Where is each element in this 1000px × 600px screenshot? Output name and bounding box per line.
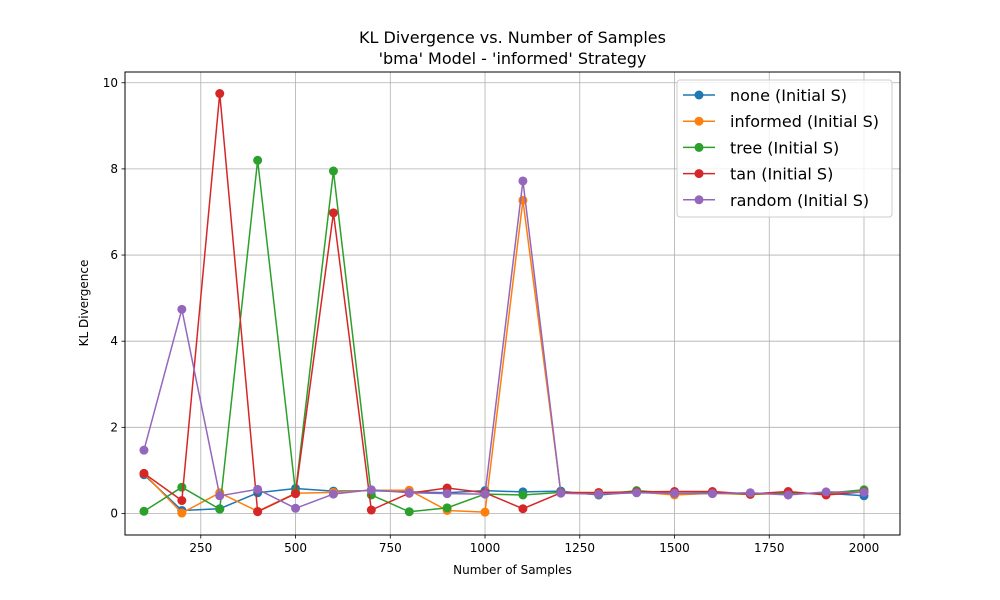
legend-item: tree (Initial S) — [683, 138, 839, 157]
series-line — [143, 180, 865, 510]
legend-item: random (Initial S) — [683, 191, 869, 210]
plot-frame — [124, 71, 901, 536]
data-point — [366, 485, 376, 495]
data-point — [328, 489, 338, 499]
series-line — [143, 199, 865, 514]
legend-swatch-marker — [694, 169, 704, 179]
data-point — [139, 445, 149, 455]
legend-item: informed (Initial S) — [683, 112, 879, 131]
data-point — [632, 488, 642, 498]
legend-swatch-marker — [694, 142, 704, 152]
data-point — [215, 491, 225, 501]
y-tick-label: 2 — [110, 420, 118, 434]
data-point — [821, 487, 831, 497]
y-axis-label: KL Divergence — [77, 260, 91, 347]
chart-title: KL Divergence vs. Number of Samples — [359, 28, 666, 47]
data-point — [480, 507, 490, 517]
data-point — [670, 488, 680, 498]
y-tick-label: 4 — [110, 334, 118, 348]
data-point — [442, 503, 452, 513]
x-tick-label: 2000 — [849, 541, 880, 555]
data-point — [177, 304, 187, 314]
data-point — [177, 482, 187, 492]
legend-label: tree (Initial S) — [730, 138, 839, 157]
y-tick-label: 10 — [103, 76, 118, 90]
x-tick-label: 1750 — [754, 541, 785, 555]
data-point — [859, 487, 869, 497]
data-point — [366, 505, 376, 515]
legend-item: none (Initial S) — [683, 86, 847, 105]
data-point — [139, 468, 149, 478]
data-point — [177, 508, 187, 518]
y-tick-label: 8 — [110, 162, 118, 176]
data-point — [480, 489, 490, 499]
legend-label: informed (Initial S) — [730, 112, 879, 131]
data-point — [707, 489, 717, 499]
data-point — [253, 484, 263, 494]
data-point — [328, 208, 338, 218]
data-point — [291, 503, 301, 513]
data-point — [518, 176, 528, 186]
axis-ticks: 250 500 750 1000 1250 1500 1750 2000 0 2 4 6 8 10 — [103, 76, 880, 555]
data-point — [215, 504, 225, 514]
legend-box — [676, 79, 893, 218]
data-point — [745, 488, 755, 498]
y-tick-label: 0 — [110, 506, 118, 520]
data-point — [518, 504, 528, 514]
legend-label: none (Initial S) — [730, 86, 847, 105]
data-point — [404, 488, 414, 498]
data-point — [518, 490, 528, 500]
x-tick-label: 500 — [284, 541, 307, 555]
series-4 — [139, 176, 869, 513]
legend-item: tan (Initial S) — [683, 165, 833, 184]
x-tick-label: 1500 — [659, 541, 690, 555]
data-point — [328, 166, 338, 176]
data-point — [177, 496, 187, 506]
x-tick-label: 250 — [189, 541, 212, 555]
data-point — [139, 506, 149, 516]
data-point — [215, 89, 225, 99]
data-point — [291, 489, 301, 499]
y-tick-label: 6 — [110, 248, 118, 262]
x-tick-label: 750 — [379, 541, 402, 555]
x-tick-label: 1000 — [470, 541, 501, 555]
data-point — [442, 489, 452, 499]
data-point — [253, 507, 263, 517]
legend-label: random (Initial S) — [730, 191, 869, 210]
chart-subtitle: 'bma' Model - 'informed' Strategy — [379, 49, 647, 68]
legend-swatch-marker — [694, 90, 704, 100]
x-axis-label: Number of Samples — [453, 563, 572, 577]
x-tick-label: 1250 — [564, 541, 595, 555]
data-point — [404, 507, 414, 517]
data-point — [783, 490, 793, 500]
data-point — [253, 155, 263, 165]
legend-swatch-marker — [694, 195, 704, 205]
legend-label: tan (Initial S) — [730, 165, 833, 184]
series-layer — [139, 89, 869, 518]
data-point — [556, 488, 566, 498]
data-point — [594, 489, 604, 499]
legend-swatch-marker — [694, 116, 704, 126]
legend: none (Initial S) informed (Initial S) tree… — [676, 79, 893, 218]
